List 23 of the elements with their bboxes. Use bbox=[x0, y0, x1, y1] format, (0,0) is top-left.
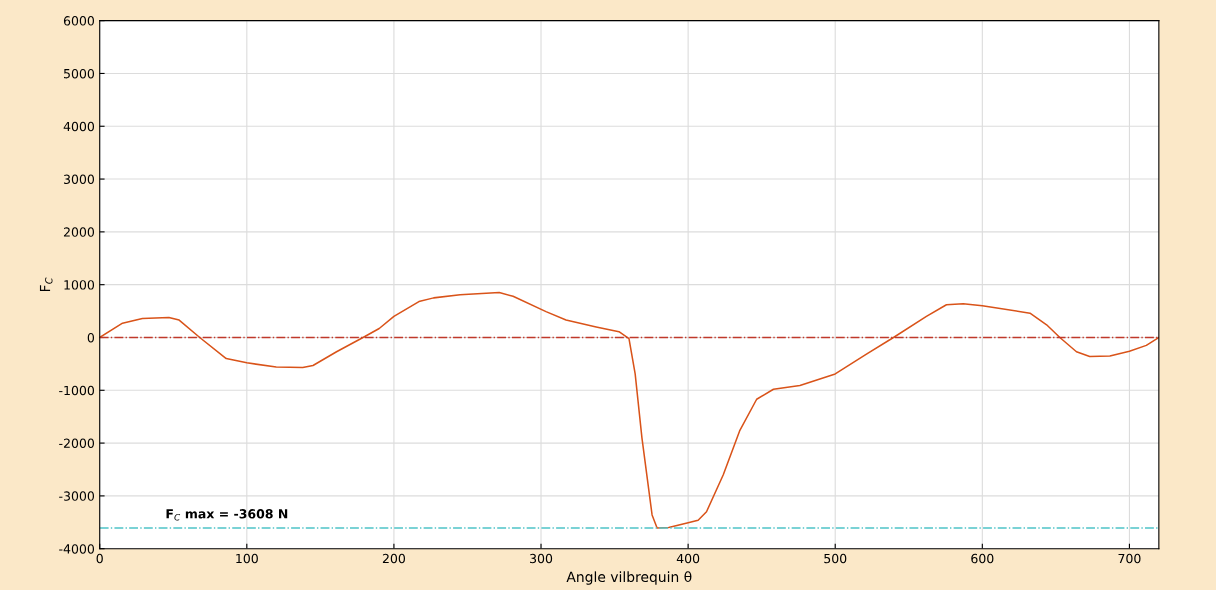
y-tick-label: 5000 bbox=[64, 68, 95, 79]
x-tick-label: 700 bbox=[1118, 553, 1141, 564]
x-tick-label: 300 bbox=[530, 553, 553, 564]
x-tick-label: 100 bbox=[236, 553, 258, 564]
y-tick-label: 0 bbox=[87, 332, 95, 343]
y-tick-label: 2000 bbox=[63, 227, 95, 237]
x-axis-title: Angle vilbrequin θ bbox=[566, 571, 692, 585]
line-series bbox=[99, 291, 1159, 529]
x-tick-label: 600 bbox=[971, 553, 994, 564]
y-axis-title: F$_{C}$ bbox=[39, 277, 53, 292]
y-tick-label: -3000 bbox=[59, 491, 95, 501]
x-tick-label: 500 bbox=[824, 553, 847, 564]
y-tick-label: 6000 bbox=[63, 16, 95, 26]
y-tick-label: -2000 bbox=[59, 438, 95, 449]
y-tick-label: 4000 bbox=[63, 121, 95, 132]
y-tick-label: 3000 bbox=[63, 174, 95, 184]
x-tick-label: 200 bbox=[382, 553, 406, 564]
y-tick-label: -1000 bbox=[59, 385, 95, 396]
y-tick-label: 1000 bbox=[64, 280, 95, 290]
x-tick-label: 0 bbox=[96, 553, 103, 564]
y-tick-label: -4000 bbox=[59, 544, 95, 554]
x-tick-label: 400 bbox=[676, 553, 700, 564]
ref-line-label: F$_{C}$ max = -3608 N bbox=[166, 509, 288, 521]
